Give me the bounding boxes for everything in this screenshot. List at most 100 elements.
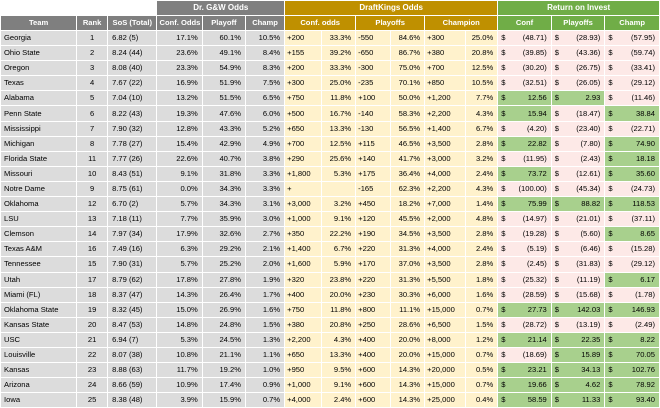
cell-rank: 16 xyxy=(76,241,109,258)
cell-dk-champ-pct: 2.4% xyxy=(465,165,499,182)
cell-return-conf: $75.99 xyxy=(497,196,552,213)
cell-dk-conf-line: +290 xyxy=(284,150,323,167)
cell-gw-conf-odds: 15.0% xyxy=(156,301,203,318)
cell-return-playoffs: $11.33 xyxy=(550,392,606,408)
cell-gw-champ: 3.3% xyxy=(244,180,286,198)
cell-dk-conf-pct: 6.7% xyxy=(321,241,357,258)
cell-dk-champ-line: +2,000 xyxy=(424,211,467,228)
cell-dk-conf-pct: 5.9% xyxy=(321,256,357,273)
cell-gw-playoff: 26.4% xyxy=(201,286,247,303)
currency-symbol: $ xyxy=(554,229,560,239)
table-row: Notre Dame 9 8.75 (61) 0.0% 34.3% 3.3% + -165 62… xyxy=(0,180,660,198)
cell-dk-playoff-line: +115 xyxy=(355,135,392,152)
cell-dk-conf-pct: 20.0% xyxy=(321,286,357,303)
return-value: (28.72) xyxy=(522,319,547,329)
return-value: (29.12) xyxy=(630,259,655,269)
cell-return-champ: $38.84 xyxy=(604,105,660,122)
currency-symbol: $ xyxy=(501,334,506,344)
cell-return-champ: $6.17 xyxy=(604,271,660,288)
cell-dk-playoff-line: -165 xyxy=(355,180,392,198)
cell-gw-conf-odds: 9.1% xyxy=(156,165,203,182)
currency-symbol: $ xyxy=(554,63,560,73)
cell-dk-playoff-line: -650 xyxy=(355,45,392,62)
cell-gw-conf-odds: 23.6% xyxy=(156,45,203,62)
currency-symbol: $ xyxy=(501,123,506,133)
cell-sos: 6.82 (5) xyxy=(107,29,158,47)
cell-dk-champ-pct: 12.5% xyxy=(465,60,499,77)
cell-dk-playoff-line: +400 xyxy=(355,346,392,364)
currency-symbol: $ xyxy=(608,350,613,360)
cell-rank: 1 xyxy=(76,29,109,47)
cell-return-champ: $102.76 xyxy=(604,362,660,379)
cell-dk-conf-line: +500 xyxy=(284,105,323,122)
return-value: (19.28) xyxy=(522,229,547,239)
cell-dk-playoff-line: +230 xyxy=(355,286,392,303)
cell-dk-champ-line: +2,200 xyxy=(424,105,467,122)
currency-symbol: $ xyxy=(554,289,560,299)
cell-gw-playoff: 29.2% xyxy=(201,241,247,258)
cell-sos: 7.97 (34) xyxy=(107,226,158,243)
header-gw-champ: Champ xyxy=(244,15,286,31)
table-row: Iowa 25 8.38 (48) 3.9% 15.9% 0.7% +4,000 2.4% +6… xyxy=(0,392,660,408)
return-value: (28.59) xyxy=(522,289,547,299)
cell-return-playoffs: $ (12.61) xyxy=(550,165,606,182)
return-value: 38.84 xyxy=(635,108,655,118)
cell-dk-playoff-line: -550 xyxy=(355,29,392,47)
cell-gw-champ: 2.0% xyxy=(244,256,286,273)
cell-gw-conf-odds: 15.4% xyxy=(156,135,203,152)
cell-dk-champ-pct: 2.8% xyxy=(465,135,499,152)
currency-symbol: $ xyxy=(501,153,506,163)
cell-return-champ: $35.60 xyxy=(604,165,660,182)
cell-gw-conf-odds: 14.3% xyxy=(156,286,203,303)
cell-gw-champ: 1.1% xyxy=(244,346,286,364)
cell-dk-champ-line: +2,200 xyxy=(424,180,467,198)
cell-return-champ: $ (59.74) xyxy=(604,45,660,62)
currency-symbol: $ xyxy=(608,304,613,314)
cell-return-champ: $8.22 xyxy=(604,331,660,348)
cell-gw-playoff: 43.3% xyxy=(201,120,247,137)
cell-return-champ: $74.90 xyxy=(604,135,660,152)
table-row: Utah 17 8.79 (62) 17.8% 27.8% 1.9% +320 23.8% +2… xyxy=(0,271,660,288)
cell-return-champ: $ (2.49) xyxy=(604,316,660,333)
currency-symbol: $ xyxy=(501,304,506,314)
cell-return-conf: $ (32.51) xyxy=(497,75,552,92)
cell-return-champ: $146.93 xyxy=(604,301,660,318)
cell-dk-playoff-pct: 20.0% xyxy=(390,346,426,364)
cell-dk-champ-line: +7,000 xyxy=(424,196,467,213)
cell-dk-conf-line: +1,800 xyxy=(284,165,323,182)
cell-return-conf: $27.73 xyxy=(497,301,552,318)
cell-sos: 7.49 (16) xyxy=(107,241,158,258)
currency-symbol: $ xyxy=(554,274,560,284)
cell-gw-conf-odds: 5.3% xyxy=(156,331,203,348)
cell-gw-champ: 8.4% xyxy=(244,45,286,62)
cell-dk-champ-line: +700 xyxy=(424,60,467,77)
currency-symbol: $ xyxy=(554,214,560,224)
cell-gw-conf-odds: 10.8% xyxy=(156,346,203,364)
currency-symbol: $ xyxy=(608,33,613,43)
cell-return-conf: $23.21 xyxy=(497,362,552,379)
cell-dk-champ-line: +3,500 xyxy=(424,256,467,273)
return-value: 118.53 xyxy=(632,199,655,209)
cell-dk-playoff-line: +120 xyxy=(355,211,392,228)
return-value: (23.40) xyxy=(576,123,601,133)
cell-rank: 7 xyxy=(76,120,109,137)
cell-gw-conf-odds: 19.3% xyxy=(156,105,203,122)
return-value: (59.74) xyxy=(630,48,655,58)
cell-return-playoffs: $22.35 xyxy=(550,331,606,348)
currency-symbol: $ xyxy=(554,153,560,163)
cell-sos: 8.75 (61) xyxy=(107,180,158,198)
table-row: Oklahoma State 19 8.32 (45) 15.0% 26.9% 1.6% +… xyxy=(0,301,660,318)
cell-dk-champ-pct: 4.3% xyxy=(465,180,499,198)
return-value: (15.68) xyxy=(576,289,601,299)
return-value: 4.62 xyxy=(585,380,601,390)
return-value: (33.41) xyxy=(630,63,655,73)
cell-rank: 4 xyxy=(76,75,109,92)
cell-dk-champ-pct: 25.0% xyxy=(465,29,499,47)
return-value: 74.90 xyxy=(635,138,655,148)
cell-dk-conf-line: +200 xyxy=(284,29,323,47)
return-value: (26.75) xyxy=(576,63,601,73)
cell-sos: 6.94 (7) xyxy=(107,331,158,348)
cell-dk-playoff-pct: 86.7% xyxy=(390,45,426,62)
cell-return-champ: $ (37.11) xyxy=(604,211,660,228)
cell-dk-playoff-line: +175 xyxy=(355,165,392,182)
